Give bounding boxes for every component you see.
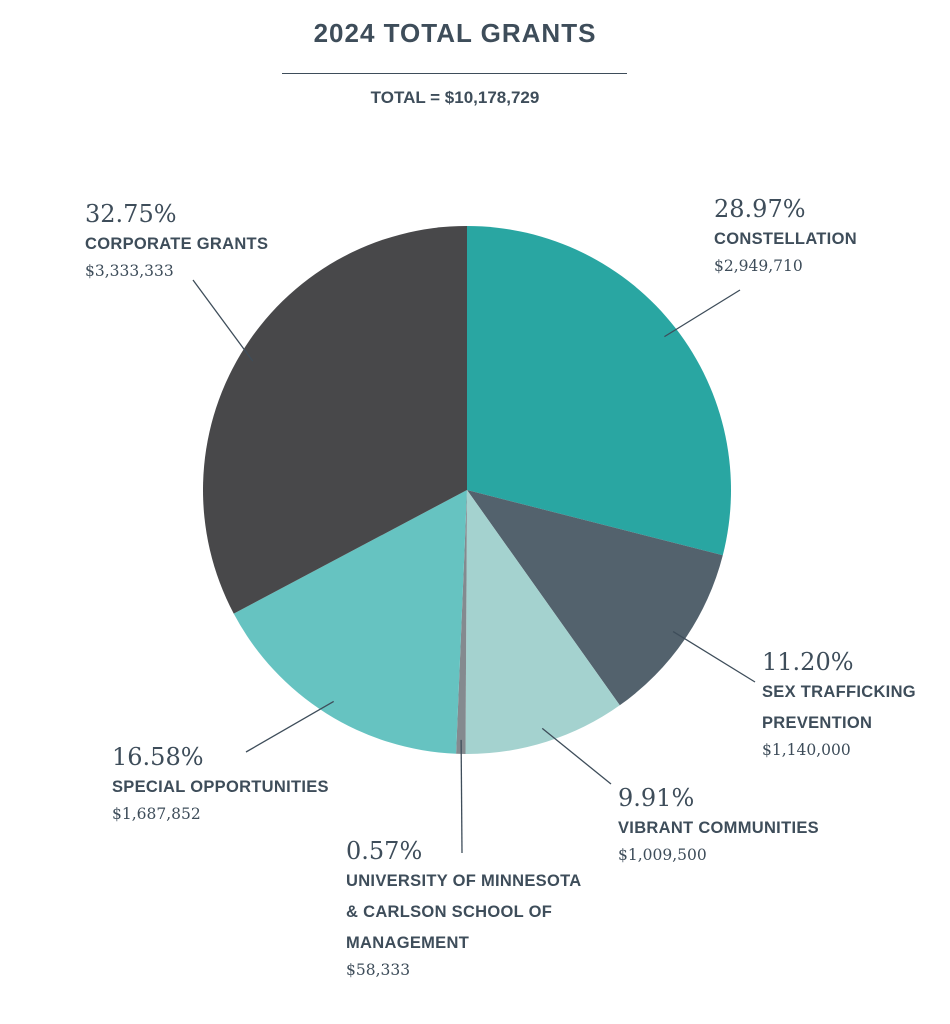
slice-name: CORPORATE GRANTS — [85, 235, 269, 253]
label-constellation: 28.97% CONSTELLATION $2,949,710 — [714, 194, 857, 277]
slice-percent: 0.57% — [346, 837, 423, 865]
slice-constellation — [467, 226, 732, 556]
slice-name-line-2: & CARLSON SCHOOL OF — [346, 903, 553, 921]
slice-university-of-minnesota — [456, 490, 467, 754]
slice-name: VIBRANT COMMUNITIES — [618, 819, 819, 837]
slice-vibrant-communities — [465, 490, 620, 754]
leader-line — [664, 289, 741, 338]
title-divider — [282, 73, 627, 74]
label-vibrant-communities: 9.91% VIBRANT COMMUNITIES $1,009,500 — [618, 783, 819, 866]
slice-sex-trafficking-prevention — [467, 490, 723, 706]
label-sex-trafficking-prevention: 11.20% SEX TRAFFICKING PREVENTION $1,140… — [762, 647, 916, 761]
slice-name-line-1: SEX TRAFFICKING — [762, 683, 916, 701]
slice-special-opportunities — [233, 490, 467, 754]
slice-amount: $1,009,500 — [618, 846, 707, 864]
leader-line — [245, 700, 335, 753]
slice-percent: 32.75% — [85, 200, 177, 228]
leader-line — [460, 739, 463, 854]
chart-total: TOTAL = $10,178,729 — [370, 88, 540, 107]
label-corporate-grants: 32.75% CORPORATE GRANTS $3,333,333 — [85, 199, 268, 282]
leader-line — [541, 727, 612, 785]
slice-percent: 9.91% — [618, 784, 695, 812]
slice-name-line-2: PREVENTION — [762, 714, 873, 732]
leader-line — [672, 630, 756, 683]
slice-amount: $58,333 — [346, 961, 411, 979]
slice-percent: 28.97% — [714, 195, 806, 223]
label-university-of-minnesota: 0.57% UNIVERSITY OF MINNESOTA & CARLSON … — [346, 836, 581, 981]
label-special-opportunities: 16.58% SPECIAL OPPORTUNITIES $1,687,852 — [112, 742, 329, 825]
slice-percent: 16.58% — [112, 743, 204, 771]
chart-title: 2024 TOTAL GRANTS — [313, 18, 597, 48]
slice-percent: 11.20% — [762, 648, 854, 676]
leader-line — [192, 279, 254, 362]
slice-amount: $1,687,852 — [112, 805, 201, 823]
slice-corporate-grants — [202, 226, 467, 614]
slice-amount: $3,333,333 — [85, 262, 174, 280]
slice-amount: $2,949,710 — [714, 257, 803, 275]
slice-name-line-1: UNIVERSITY OF MINNESOTA — [346, 872, 582, 890]
slice-name: SPECIAL OPPORTUNITIES — [112, 778, 329, 796]
slice-name: CONSTELLATION — [714, 230, 857, 248]
slice-amount: $1,140,000 — [762, 741, 851, 759]
slice-name-line-3: MANAGEMENT — [346, 934, 470, 952]
